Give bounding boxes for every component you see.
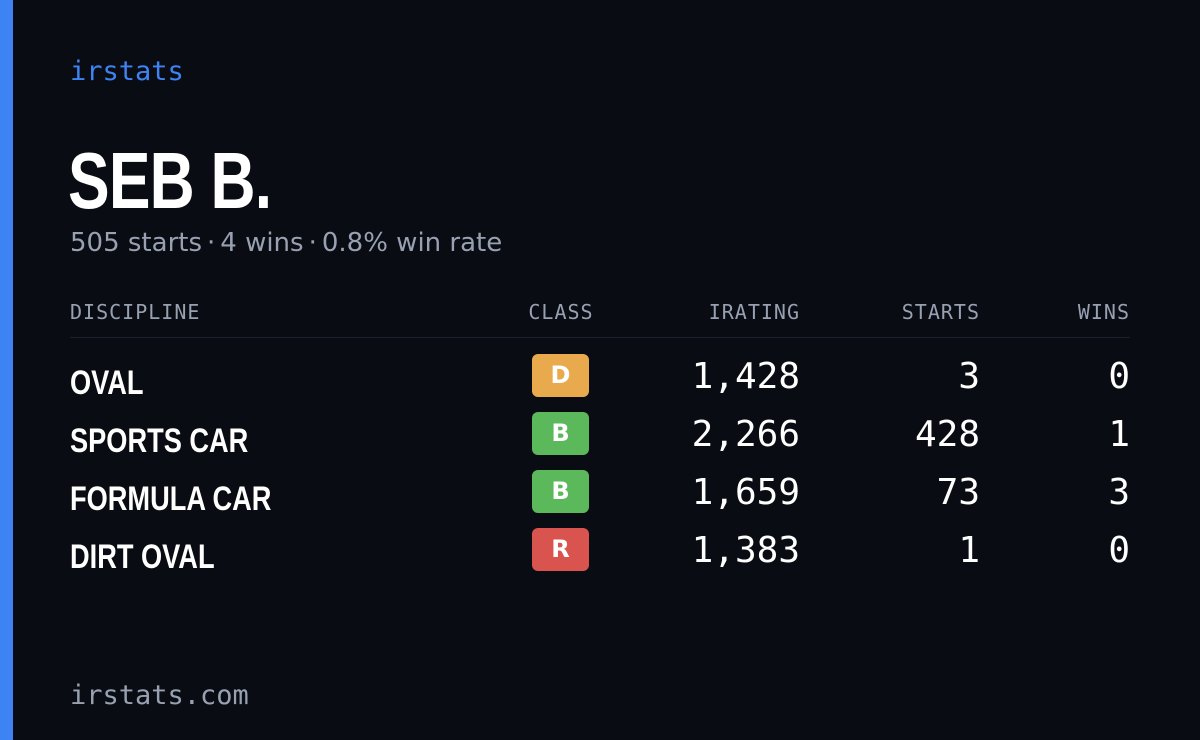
- table-row: OVAL D 1,428 3 0: [70, 350, 1130, 408]
- starts-summary: 505 starts: [70, 228, 202, 258]
- header-divider: [70, 337, 1130, 338]
- class-badge: B: [532, 412, 589, 455]
- driver-summary: 505 starts · 4 wins · 0.8% win rate: [70, 228, 502, 258]
- irating-cell: 2,266: [691, 414, 800, 455]
- class-badge: R: [532, 528, 589, 571]
- starts-cell: 3: [958, 356, 980, 397]
- brand-logo-text: irstats: [70, 56, 184, 87]
- table-row: SPORTS CAR B 2,266 428 1: [70, 408, 1130, 466]
- wins-cell: 3: [1108, 472, 1130, 513]
- separator-dot: ·: [308, 228, 317, 258]
- win-rate-summary: 0.8% win rate: [321, 228, 503, 258]
- separator-dot: ·: [207, 228, 216, 258]
- driver-name: SEB B.: [68, 136, 272, 225]
- discipline-cell: OVAL: [70, 364, 144, 402]
- discipline-cell: FORMULA CAR: [70, 480, 272, 518]
- header-class: CLASS: [528, 300, 594, 324]
- header-irating: IRATING: [708, 300, 800, 324]
- discipline-cell: SPORTS CAR: [70, 422, 249, 460]
- irating-cell: 1,659: [691, 472, 800, 513]
- starts-cell: 1: [958, 530, 980, 571]
- starts-cell: 73: [936, 472, 980, 513]
- irating-cell: 1,428: [691, 356, 800, 397]
- table-row: FORMULA CAR B 1,659 73 3: [70, 466, 1130, 524]
- footer-url: irstats.com: [70, 680, 249, 711]
- starts-cell: 428: [914, 414, 980, 455]
- wins-cell: 0: [1108, 530, 1130, 571]
- header-starts: STARTS: [901, 300, 980, 324]
- header-discipline: DISCIPLINE: [70, 300, 201, 324]
- irating-cell: 1,383: [691, 530, 800, 571]
- table-header: DISCIPLINE CLASS IRATING STARTS WINS: [70, 300, 1130, 326]
- discipline-cell: DIRT OVAL: [70, 538, 215, 576]
- class-badge: D: [532, 354, 589, 397]
- header-wins: WINS: [1077, 300, 1130, 324]
- wins-summary: 4 wins: [220, 228, 304, 258]
- class-badge: B: [532, 470, 589, 513]
- wins-cell: 1: [1108, 414, 1130, 455]
- table-row: DIRT OVAL R 1,383 1 0: [70, 524, 1130, 582]
- accent-bar: [0, 0, 13, 740]
- table-body: OVAL D 1,428 3 0 SPORTS CAR B 2,266 428 …: [70, 350, 1130, 582]
- wins-cell: 0: [1108, 356, 1130, 397]
